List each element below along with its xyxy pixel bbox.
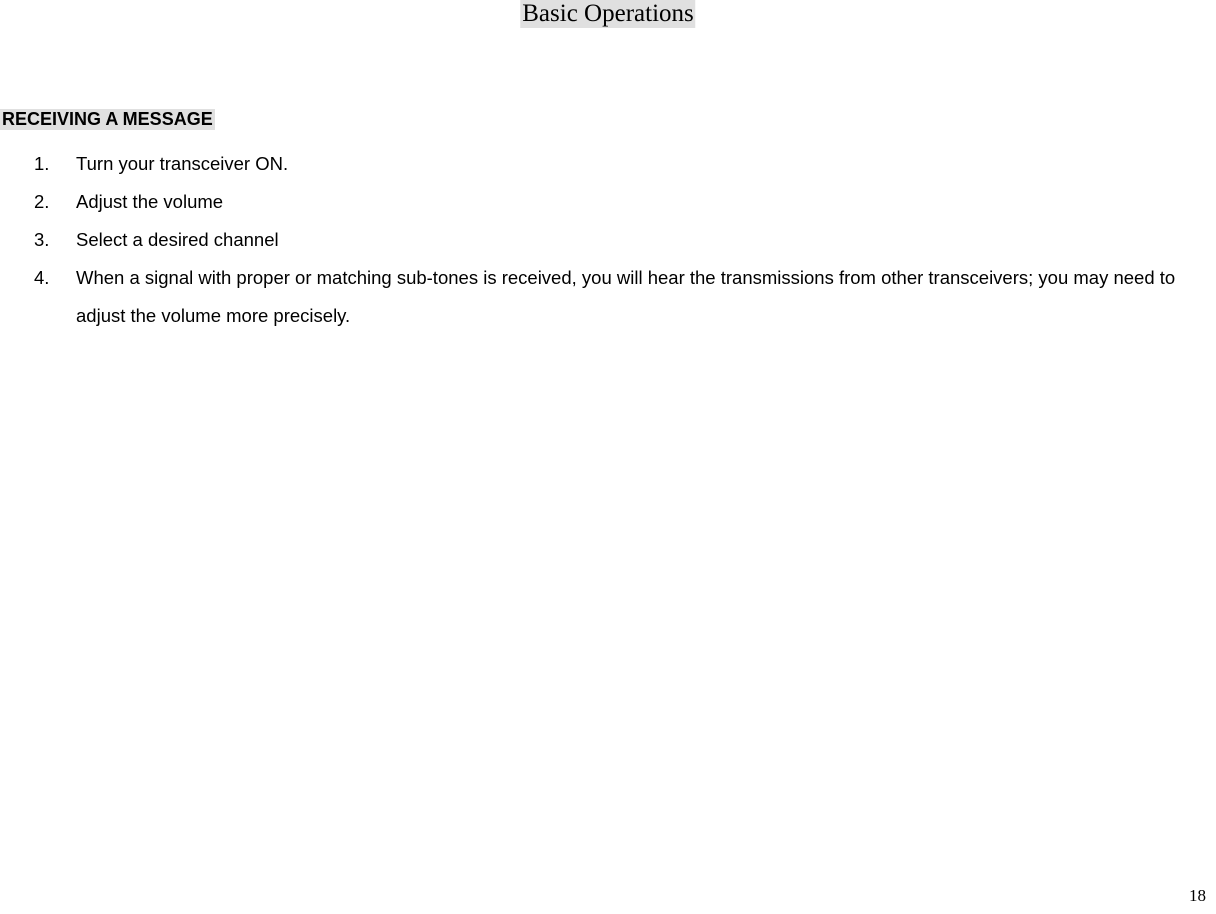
list-number: 3. (34, 221, 76, 259)
page-title: Basic Operations (520, 0, 695, 28)
list-text: Select a desired channel (76, 221, 1206, 259)
page-number: 18 (1189, 886, 1206, 906)
list-item: 4. When a signal with proper or matching… (34, 259, 1206, 335)
list-number: 1. (34, 145, 76, 183)
list-item: 2. Adjust the volume (34, 183, 1206, 221)
list-number: 4. (34, 259, 76, 335)
list-text: Adjust the volume (76, 183, 1206, 221)
list-item: 1. Turn your transceiver ON. (34, 145, 1206, 183)
list-number: 2. (34, 183, 76, 221)
list-text: When a signal with proper or matching su… (76, 259, 1206, 335)
list-item: 3. Select a desired channel (34, 221, 1206, 259)
list-text: Turn your transceiver ON. (76, 145, 1206, 183)
section-heading: RECEIVING A MESSAGE (0, 109, 215, 130)
ordered-list: 1. Turn your transceiver ON. 2. Adjust t… (34, 145, 1206, 335)
